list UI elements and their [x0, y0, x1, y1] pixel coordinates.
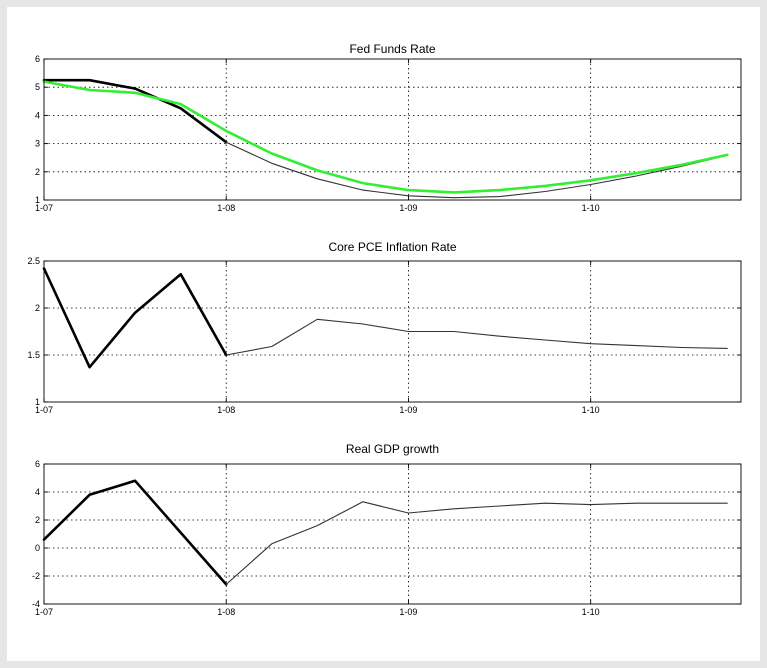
- y-tick-label: 4: [35, 487, 40, 497]
- series-line-history: [42, 78, 228, 144]
- y-tick-label: 2: [35, 303, 40, 313]
- series-line-alternative: [42, 80, 729, 194]
- y-tick-label: 1: [35, 397, 40, 407]
- y-tick-label: 1.5: [27, 350, 40, 360]
- x-tick-label: 1-10: [582, 203, 600, 213]
- x-tick-label: 1-08: [217, 405, 235, 415]
- series-line-history: [42, 267, 228, 369]
- y-tick-label: 5: [35, 82, 40, 92]
- x-tick-label: 1-07: [35, 607, 53, 617]
- chart-title: Real GDP growth: [346, 442, 439, 456]
- chart-title: Core PCE Inflation Rate: [328, 240, 456, 254]
- x-tick-label: 1-07: [35, 405, 53, 415]
- figure-page: Fed Funds Rate 1 2 3 4 5 6 1-07 1-08 1-09 1-10 Core…: [7, 7, 760, 661]
- y-tick-label: -4: [32, 599, 40, 609]
- y-tick-label: 2: [35, 515, 40, 525]
- x-tick-label: 1-10: [582, 607, 600, 617]
- y-tick-label: 4: [35, 110, 40, 120]
- y-tick-label: 2.5: [27, 256, 40, 266]
- series-line-forecast: [225, 501, 728, 585]
- x-tick-label: 1-09: [399, 607, 417, 617]
- chart-panel-1: Core PCE Inflation Rate 1 1.5 2 2.5 1-07 1-08 1…: [27, 240, 742, 415]
- chart-panel-2: Real GDP growth -4 -2 0 2 4 6 1-07 1-08 1-09 1-10: [32, 442, 742, 617]
- y-tick-label: 1: [35, 195, 40, 205]
- plot-frame: [43, 260, 742, 403]
- y-tick-label: 0: [35, 543, 40, 553]
- y-tick-label: -2: [32, 571, 40, 581]
- series-line-forecast: [225, 141, 728, 199]
- x-tick-label: 1-09: [399, 405, 417, 415]
- plot-frame: [43, 58, 742, 201]
- chart-title: Fed Funds Rate: [349, 42, 435, 56]
- y-tick-label: 3: [35, 139, 40, 149]
- plot-frame: [43, 463, 742, 605]
- chart-panel-0: Fed Funds Rate 1 2 3 4 5 6 1-07 1-08 1-09 1-10: [35, 42, 742, 213]
- x-tick-label: 1-09: [399, 203, 417, 213]
- x-tick-label: 1-08: [217, 203, 235, 213]
- x-tick-label: 1-10: [582, 405, 600, 415]
- y-tick-label: 6: [35, 54, 40, 64]
- x-tick-label: 1-08: [217, 607, 235, 617]
- x-tick-label: 1-07: [35, 203, 53, 213]
- y-tick-label: 6: [35, 459, 40, 469]
- y-tick-label: 2: [35, 167, 40, 177]
- series-line-forecast: [225, 318, 728, 356]
- series-line-history: [42, 479, 228, 586]
